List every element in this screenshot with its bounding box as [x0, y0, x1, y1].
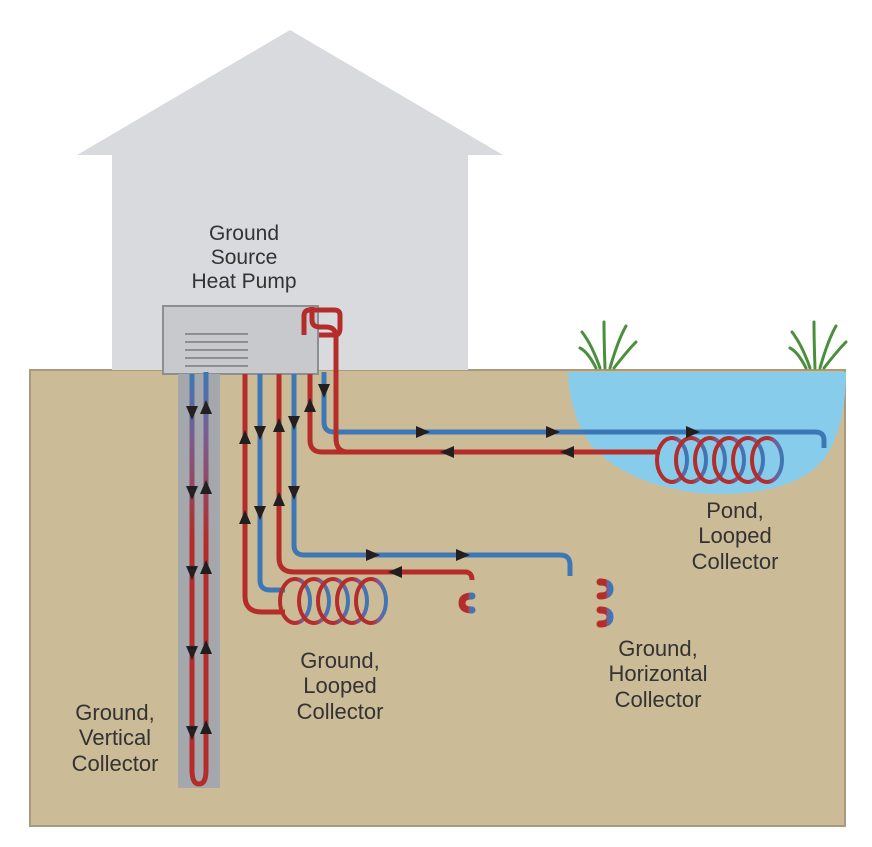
grass-left — [580, 322, 636, 368]
borehole — [178, 374, 220, 788]
heat-pump-unit — [163, 306, 318, 374]
geothermal-diagram: Ground Source Heat Pump Ground, Vertical… — [0, 0, 872, 842]
grass-right — [790, 322, 846, 368]
diagram-svg — [0, 0, 872, 842]
